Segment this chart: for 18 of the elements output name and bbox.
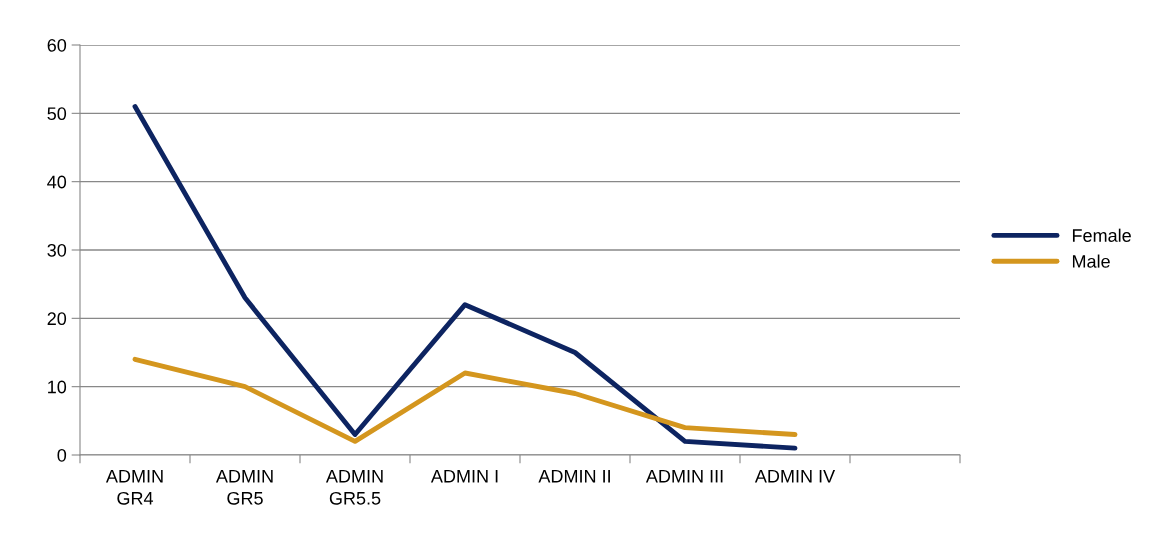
line-series [132, 104, 798, 451]
line-series [132, 356, 798, 444]
legend-label: Male [1072, 254, 1110, 268]
y-tick-label: 50 [47, 107, 67, 121]
x-tick-label: ADMIN GR5.5 [325, 470, 383, 505]
x-tick-label: ADMIN GR4 [105, 470, 163, 505]
x-tick-label: ADMIN II [538, 470, 610, 483]
x-tick-label: ADMIN IV [754, 470, 836, 483]
y-tick-label: 10 [48, 380, 67, 394]
y-tick-label: 0 [57, 448, 67, 462]
y-tick-label: 40 [47, 175, 67, 189]
x-tick-label: ADMIN GR5 [215, 470, 273, 505]
x-tick-label: ADMIN III [645, 470, 723, 483]
y-tick-label: 60 [47, 38, 67, 52]
x-tick-label: ADMIN I [430, 470, 498, 483]
y-tick-label: 30 [47, 243, 67, 257]
y-tick-label: 20 [47, 312, 67, 326]
legend-label: Female [1072, 228, 1131, 242]
